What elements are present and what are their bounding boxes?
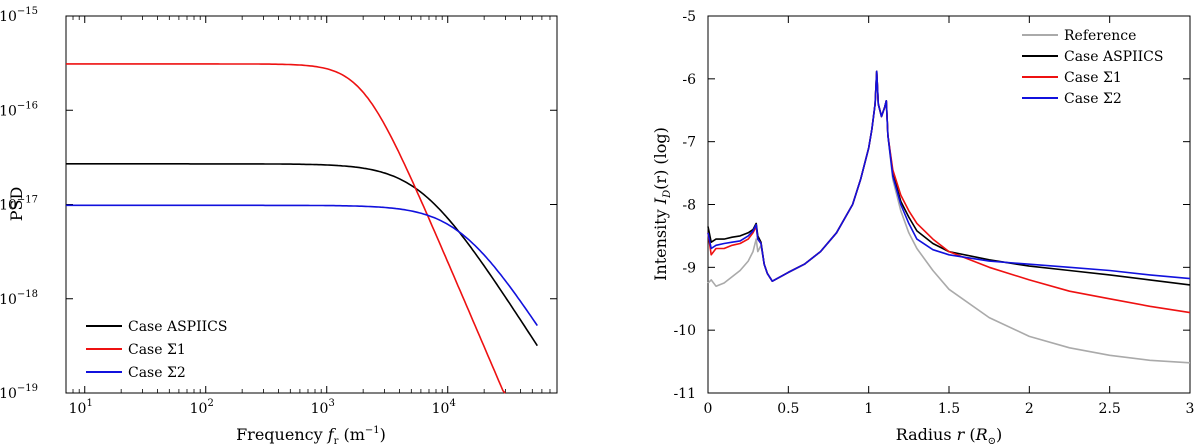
- legend-item: Case Σ1: [86, 342, 186, 358]
- intensity-x-axis-label: Radius r (R⊙): [896, 425, 1003, 447]
- legend-label: Reference: [1064, 28, 1136, 44]
- y-tick-label: -5: [682, 9, 696, 25]
- series-line: [66, 63, 506, 394]
- y-tick-label: -7: [682, 135, 696, 151]
- x-tick-label: 0.5: [777, 401, 799, 417]
- intensity-legend: Reference Case ASPIICS Case Σ1 Case Σ2: [1022, 28, 1163, 107]
- y-tick-label: 10−16: [0, 100, 38, 119]
- x-tick-label: 2.5: [1099, 401, 1121, 417]
- legend-label: Case Σ1: [128, 342, 186, 358]
- y-tick-label: 10−18: [0, 289, 38, 308]
- y-tick-label: -11: [673, 386, 696, 402]
- intensity-chart: 0 0.5 1 1.5 2 2.5 3 -11 -10 -9 -8 -7 -6 -5 Intensity …: [651, 9, 1194, 447]
- legend-item: Case Σ2: [1022, 91, 1122, 107]
- legend-item: Case Σ1: [1022, 70, 1122, 86]
- psd-series-lines: [66, 63, 538, 394]
- x-tick-label: 103: [311, 398, 335, 417]
- legend-item: Reference: [1022, 28, 1136, 44]
- x-tick-label: 1.5: [938, 401, 960, 417]
- x-tick-label: 0: [704, 401, 713, 417]
- legend-label: Case Σ2: [128, 365, 186, 381]
- intensity-y-axis-label: Intensity ID(r) (log): [651, 127, 673, 281]
- x-tick-label: 3: [1186, 401, 1195, 417]
- legend-label: Case ASPIICS: [1064, 49, 1163, 65]
- y-tick-label: -6: [682, 72, 696, 88]
- legend-item: Case ASPIICS: [1022, 49, 1163, 65]
- x-tick-label: 1: [864, 401, 873, 417]
- x-tick-label: 2: [1025, 401, 1034, 417]
- x-tick-label: 104: [432, 398, 456, 417]
- psd-chart: 101 102 103 104 10−19 10−18 10−17 10−16 10−15 PS…: [0, 6, 558, 447]
- x-tick-label: 101: [69, 398, 93, 417]
- y-tick-label: -10: [673, 323, 696, 339]
- psd-legend: Case ASPIICS Case Σ1 Case Σ2: [86, 319, 227, 381]
- legend-label: Case Σ1: [1064, 70, 1122, 86]
- y-tick-label: 10−17: [0, 195, 38, 214]
- x-tick-label: 102: [190, 398, 214, 417]
- y-tick-label: 10−19: [0, 383, 38, 402]
- legend-label: Case ASPIICS: [128, 319, 227, 335]
- series-line: [707, 70, 1191, 282]
- psd-axis-ticks: 101 102 103 104 10−19 10−18 10−17 10−16 10−15: [0, 6, 558, 417]
- y-tick-label: -9: [682, 260, 696, 276]
- legend-item: Case Σ2: [86, 365, 186, 381]
- y-tick-label: -8: [682, 198, 696, 214]
- intensity-axis-ticks: 0 0.5 1 1.5 2 2.5 3 -11 -10 -9 -8 -7 -6 -5: [673, 9, 1194, 417]
- legend-item: Case ASPIICS: [86, 319, 227, 335]
- psd-x-axis-label: Frequency fr (m−1): [236, 425, 386, 447]
- legend-label: Case Σ2: [1064, 91, 1122, 107]
- intensity-series-lines: [707, 70, 1191, 364]
- y-tick-label: 10−15: [0, 6, 38, 25]
- series-line: [66, 204, 538, 327]
- psd-y-axis-label: PSD: [7, 187, 26, 222]
